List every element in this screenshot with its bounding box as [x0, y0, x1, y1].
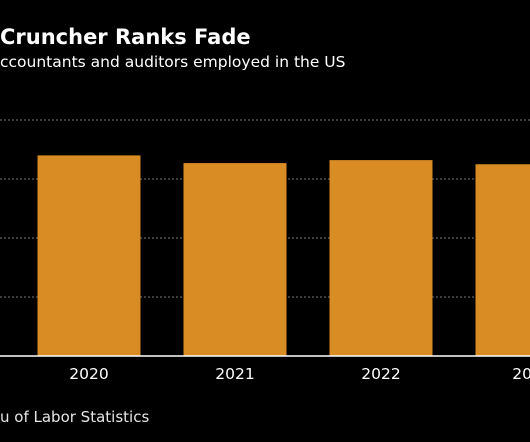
x-tick-label-2023: 202 [512, 365, 530, 383]
chart-subtitle: ccountants and auditors employed in the … [0, 53, 346, 71]
x-tick-labels: 2020 2021 2022 202 [69, 365, 530, 383]
x-tick-label-2022: 2022 [361, 365, 400, 383]
page-title: Cruncher Ranks Fade [0, 25, 251, 49]
bar-2022 [329, 160, 433, 356]
bar-2023 [475, 164, 530, 356]
bar-2021 [183, 163, 287, 356]
x-tick-label-2020: 2020 [69, 365, 108, 383]
bars [37, 155, 530, 356]
source-note: u of Labor Statistics [0, 408, 150, 426]
bar-2020 [37, 155, 141, 356]
x-tick-label-2021: 2021 [215, 365, 254, 383]
